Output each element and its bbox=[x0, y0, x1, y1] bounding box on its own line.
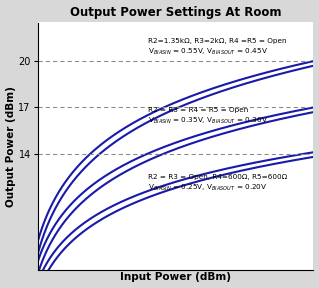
Text: R2=1.35kΩ, R3=2kΩ, R4 =R5 = Open
V$_{BIASIN}$ = 0.55V, V$_{BIASOUT}$ = 0.45V: R2=1.35kΩ, R3=2kΩ, R4 =R5 = Open V$_{BIA… bbox=[148, 38, 286, 57]
Title: Output Power Settings At Room: Output Power Settings At Room bbox=[70, 5, 281, 18]
Text: R2 = R3 = R4 = R5 = Open
V$_{BIASIN}$ = 0.35V, V$_{BIASOUT}$ = 0.30V: R2 = R3 = R4 = R5 = Open V$_{BIASIN}$ = … bbox=[148, 107, 268, 126]
Y-axis label: Output Power (dBm): Output Power (dBm) bbox=[5, 86, 16, 206]
X-axis label: Input Power (dBm): Input Power (dBm) bbox=[120, 272, 231, 283]
Text: R2 = R3 = Open, R4=600Ω, R5=600Ω
V$_{BIASIN}$ = 0.25V, V$_{BIASOUT}$ = 0.20V: R2 = R3 = Open, R4=600Ω, R5=600Ω V$_{BIA… bbox=[148, 174, 287, 193]
